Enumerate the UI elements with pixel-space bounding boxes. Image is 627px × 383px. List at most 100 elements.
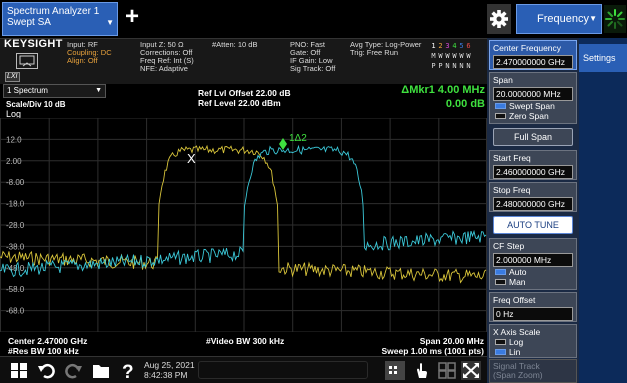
coupling-value: Coupling: DC (67, 48, 112, 57)
trace-4-type: W (452, 52, 457, 60)
help-button[interactable]: ? (116, 360, 138, 383)
file-button[interactable] (90, 360, 112, 381)
window-select-dropdown[interactable]: 1 Spectrum ▼ (3, 84, 106, 98)
instrument-tab[interactable]: Spectrum Analyzer 1 Swept SA ▼ (2, 2, 118, 36)
input-z-settings[interactable]: Input Z: 50 Ω Corrections: Off Freq Ref:… (140, 41, 194, 73)
stop-freq-key-label: Stop Freq (493, 185, 531, 195)
folder-icon (93, 365, 109, 378)
help-icon: ? (122, 362, 134, 383)
display-layout-button[interactable] (384, 360, 406, 381)
input-z-value: Input Z: 50 Ω (140, 40, 184, 49)
trace-5-type: W (459, 52, 464, 60)
ref-level: Ref Level 22.00 dBm (198, 98, 281, 108)
time-text: 8:42:38 PM (144, 370, 188, 380)
add-screen-button[interactable]: + (124, 3, 139, 30)
freq-offset-input[interactable]: 0 Hz (493, 307, 573, 321)
cf-step-key[interactable]: CF Step 2.000000 MHz Auto Man (489, 238, 577, 290)
zero-span-option[interactable]: Zero Span (493, 111, 573, 121)
freq-ref-value: Freq Ref: Int (S) (140, 56, 194, 65)
x-axis-lin-option[interactable]: Lin (493, 347, 573, 357)
full-span-button[interactable]: Full Span (493, 128, 573, 146)
trace-1-detector: P (431, 62, 436, 70)
zero-span-label: Zero Span (509, 111, 549, 121)
cf-step-man-label: Man (509, 277, 526, 287)
trace-4-number: 4 (452, 42, 457, 50)
windows-start-button[interactable] (8, 360, 30, 381)
marker-x: X (187, 151, 196, 166)
grid-layout-icon (385, 361, 405, 380)
x-axis-log-option[interactable]: Log (493, 337, 573, 347)
input-value: Input: RF (67, 40, 98, 49)
radio-on-icon (495, 103, 506, 109)
touch-button[interactable] (410, 360, 432, 381)
nfe-value: NFE: Adaptive (140, 64, 188, 73)
window-tile-icon (438, 362, 456, 379)
sig-track-value: Sig Track: Off (290, 64, 336, 73)
signal-track-key[interactable]: Signal Track (Span Zoom) (489, 359, 577, 383)
atten-value: #Atten: 10 dB (212, 40, 258, 49)
date-time-display: Aug 25, 2021 8:42:38 PM (144, 360, 195, 380)
center-frequency-input[interactable]: 2.470000000 GHz (493, 55, 573, 69)
tab-settings[interactable]: Settings (579, 44, 627, 72)
radio-on-icon (495, 269, 506, 275)
maximize-arrows-icon (461, 361, 481, 380)
span-readout: Span 20.00 MHz (419, 336, 484, 346)
y-tick-label: -38.0 (6, 242, 25, 251)
atten-settings[interactable]: #Atten: 10 dB (212, 41, 257, 49)
frequency-menu-button[interactable]: Frequency ▼ (516, 4, 602, 34)
svg-text:?: ? (122, 362, 134, 381)
pno-settings[interactable]: PNO: Fast Gate: Off IF Gain: Low Sig Tra… (290, 41, 335, 73)
trace-6-type: W (466, 52, 471, 60)
scale-type-label: Log (6, 109, 22, 119)
window-tile-button[interactable] (436, 360, 458, 381)
bottom-taskbar: ? Aug 25, 2021 8:42:38 PM (0, 356, 487, 383)
cf-step-auto-option[interactable]: Auto (493, 267, 573, 277)
spectrum-graticule[interactable]: 12.0 2.00 -8.00 -18.0 -28.0 -38.0 -48.0 -58.0 -6… (0, 118, 487, 332)
trace-3-type: W (445, 52, 450, 60)
touch-hand-icon (417, 363, 427, 378)
res-bw-readout: #Res BW 100 kHz (8, 346, 79, 356)
swept-span-option[interactable]: Swept Span (493, 101, 573, 111)
avg-type-value: Avg Type: Log-Power (350, 40, 422, 49)
remote-display-icon[interactable] (16, 53, 38, 69)
frequency-menu-label: Frequency (537, 13, 589, 25)
cf-step-input[interactable]: 2.000000 MHz (493, 253, 573, 267)
trace-6-number: 6 (466, 42, 471, 50)
freq-offset-key[interactable]: Freq Offset 0 Hz (489, 292, 577, 322)
stop-freq-input[interactable]: 2.480000000 GHz (493, 197, 573, 211)
busy-spinner (604, 5, 626, 33)
settings-gear-button[interactable] (487, 4, 511, 34)
redo-button[interactable] (62, 360, 84, 381)
x-axis-scale-key[interactable]: X Axis Scale Log Lin (489, 324, 577, 358)
trace-4-detector: N (452, 62, 457, 70)
trace-1-type: M (431, 52, 436, 60)
center-frequency-key-label: Center Frequency (493, 43, 562, 53)
maximize-button[interactable] (460, 360, 482, 381)
y-tick-label: -58.0 (6, 285, 25, 294)
start-freq-input[interactable]: 2.460000000 GHz (493, 165, 573, 179)
y-tick-label: -18.0 (6, 200, 25, 209)
avg-settings[interactable]: Avg Type: Log-Power Trig: Free Run (350, 41, 421, 57)
windows-logo-icon (11, 363, 27, 378)
marker-readout-label: ΔMkr1 4.00 MHz (401, 84, 485, 96)
undo-button[interactable] (36, 360, 58, 381)
auto-tune-button[interactable]: AUTO TUNE (493, 216, 573, 234)
start-freq-key[interactable]: Start Freq 2.460000000 GHz (489, 150, 577, 180)
trace-6-detector: N (466, 62, 471, 70)
keysight-logo: KEYSIGHT (4, 38, 63, 50)
radio-on-icon (495, 349, 506, 355)
input-settings[interactable]: Input: RF Coupling: DC Align: Off (67, 41, 112, 65)
trace-2-number: 2 (438, 42, 443, 50)
trace-5-number: 5 (459, 42, 464, 50)
center-frequency-key[interactable]: Center Frequency 2.470000000 GHz (489, 40, 577, 70)
measurement-info-bar: KEYSIGHT LXI Input: RF Coupling: DC Alig… (0, 38, 487, 84)
corrections-value: Corrections: Off (140, 48, 193, 57)
start-freq-key-label: Start Freq (493, 153, 531, 163)
stop-freq-key[interactable]: Stop Freq 2.480000000 GHz (489, 182, 577, 212)
span-key[interactable]: Span 20.0000000 MHz Swept Span Zero Span (489, 72, 577, 124)
cf-step-man-option[interactable]: Man (493, 277, 573, 287)
span-input[interactable]: 20.0000000 MHz (493, 87, 573, 101)
